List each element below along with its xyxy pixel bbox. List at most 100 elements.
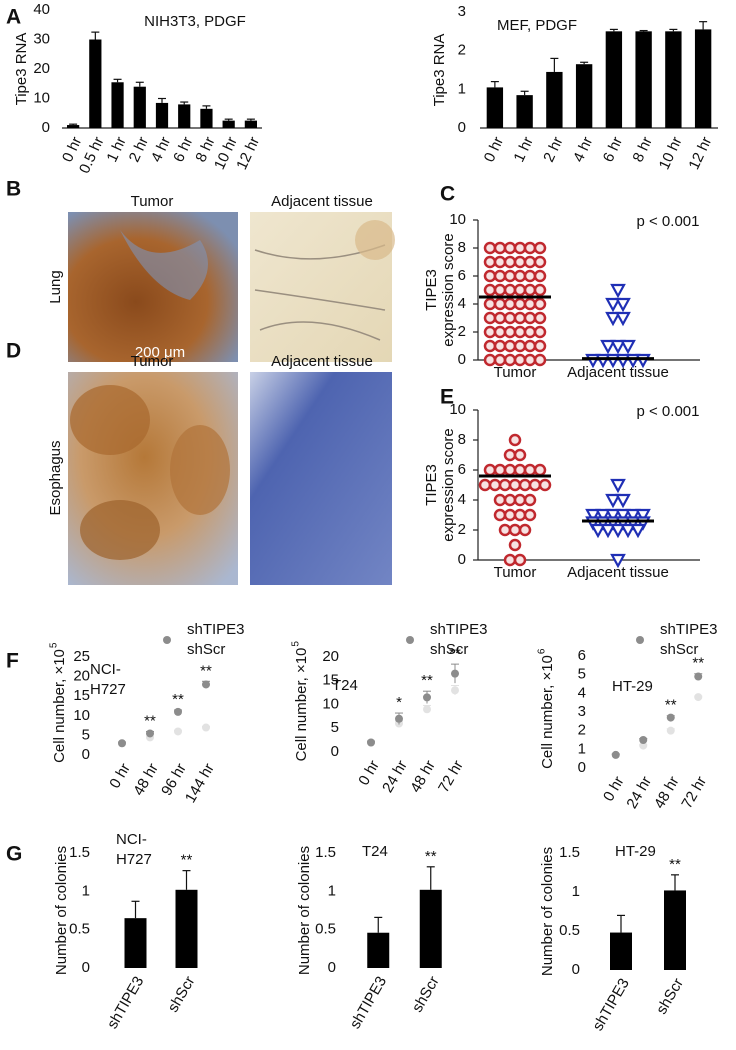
chart-title: NCI- <box>116 831 147 848</box>
x-tick-label: shTIPE3 <box>347 973 390 1031</box>
y-tick-label: 1 <box>82 882 90 899</box>
bar <box>610 932 632 970</box>
data-point <box>630 523 646 539</box>
data-point <box>666 713 675 722</box>
y-tick-label: 2 <box>458 42 466 59</box>
y-tick-label: 10 <box>33 89 50 106</box>
chart-title: NIH3T3, PDGF <box>144 13 246 30</box>
bar <box>133 86 146 128</box>
data-point <box>533 297 547 311</box>
vessel <box>355 220 395 260</box>
data-point <box>615 311 631 327</box>
data-point <box>513 553 527 567</box>
data-point <box>493 283 507 297</box>
y-tick-label: 4 <box>458 295 466 312</box>
significance: * <box>396 694 402 711</box>
x-tick-label: 4 hr <box>570 134 596 165</box>
y-tick-label: 5 <box>578 666 586 683</box>
data-point <box>508 478 522 492</box>
y-tick-label: 8 <box>458 239 466 256</box>
bar <box>575 64 593 128</box>
data-point <box>533 325 547 339</box>
x-tick-label: 6 hr <box>600 134 626 165</box>
image-label: Tumor <box>131 353 174 370</box>
data-point <box>610 523 626 539</box>
data-point <box>523 463 537 477</box>
bar <box>200 108 213 128</box>
data-point <box>533 311 547 325</box>
significance: ** <box>421 672 433 689</box>
data-point <box>493 297 507 311</box>
y-tick-label: 2 <box>578 722 586 739</box>
panel-label: A <box>6 6 21 29</box>
chart-title: T24 <box>362 843 388 860</box>
y-tick-label: 5 <box>82 726 90 743</box>
data-point <box>533 339 547 353</box>
bar <box>635 31 652 128</box>
data-point <box>513 255 527 269</box>
y-tick-label: 20 <box>322 648 339 665</box>
data-point <box>610 553 626 569</box>
data-point <box>174 727 182 736</box>
data-point <box>639 736 648 744</box>
y-tick-label: 0.5 <box>315 921 336 938</box>
data-point <box>483 339 497 353</box>
data-point <box>513 241 527 255</box>
data-point <box>503 493 517 507</box>
data-point <box>523 255 537 269</box>
y-tick-label: 0 <box>458 351 466 368</box>
data-point <box>423 693 431 702</box>
x-tick-label: 48 hr <box>130 760 162 798</box>
bar <box>486 87 504 128</box>
stroma <box>120 230 208 300</box>
data-point <box>533 269 547 283</box>
data-point <box>615 493 631 509</box>
data-point <box>538 478 552 492</box>
data-point <box>503 241 517 255</box>
y-tick-label: 2 <box>458 521 466 538</box>
data-point <box>528 478 542 492</box>
data-point <box>513 353 527 367</box>
significance: ** <box>669 856 681 873</box>
data-point <box>533 463 547 477</box>
organ-label: Lung <box>47 270 64 303</box>
data-point <box>694 693 703 702</box>
data-point <box>523 241 537 255</box>
y-tick-label: 1.5 <box>315 844 336 861</box>
data-point <box>202 723 210 732</box>
bar <box>605 31 623 128</box>
y-tick-label: 20 <box>73 668 90 685</box>
x-tick-label: 6 hr <box>170 134 196 165</box>
y-tick-label: 0.5 <box>69 921 90 938</box>
tumor-nest <box>80 500 160 560</box>
data-point <box>493 241 507 255</box>
y-tick-label: 8 <box>458 431 466 448</box>
data-point <box>625 508 641 524</box>
bar <box>155 102 169 128</box>
y-tick-label: 10 <box>73 707 90 724</box>
annotation: p < 0.001 <box>637 213 700 230</box>
legend-label: shScr <box>430 641 468 658</box>
data-point <box>513 463 527 477</box>
legend-label: shScr <box>187 641 225 658</box>
data-point <box>503 339 517 353</box>
y-tick-label: 30 <box>33 30 50 47</box>
y-tick-label: 1.5 <box>559 844 580 861</box>
data-point <box>590 523 606 539</box>
data-point <box>666 726 675 735</box>
annotation: p < 0.001 <box>637 403 700 420</box>
significance: ** <box>144 712 156 729</box>
y-tick-label: 40 <box>33 1 50 18</box>
data-point <box>493 325 507 339</box>
data-point <box>523 353 537 367</box>
data-point <box>605 297 621 313</box>
bar <box>546 71 563 128</box>
data-point <box>423 705 431 714</box>
data-point <box>585 508 601 524</box>
data-point <box>503 283 517 297</box>
bar <box>367 932 390 968</box>
data-point <box>694 672 703 681</box>
panel-label: D <box>6 340 21 363</box>
bar <box>694 29 712 128</box>
